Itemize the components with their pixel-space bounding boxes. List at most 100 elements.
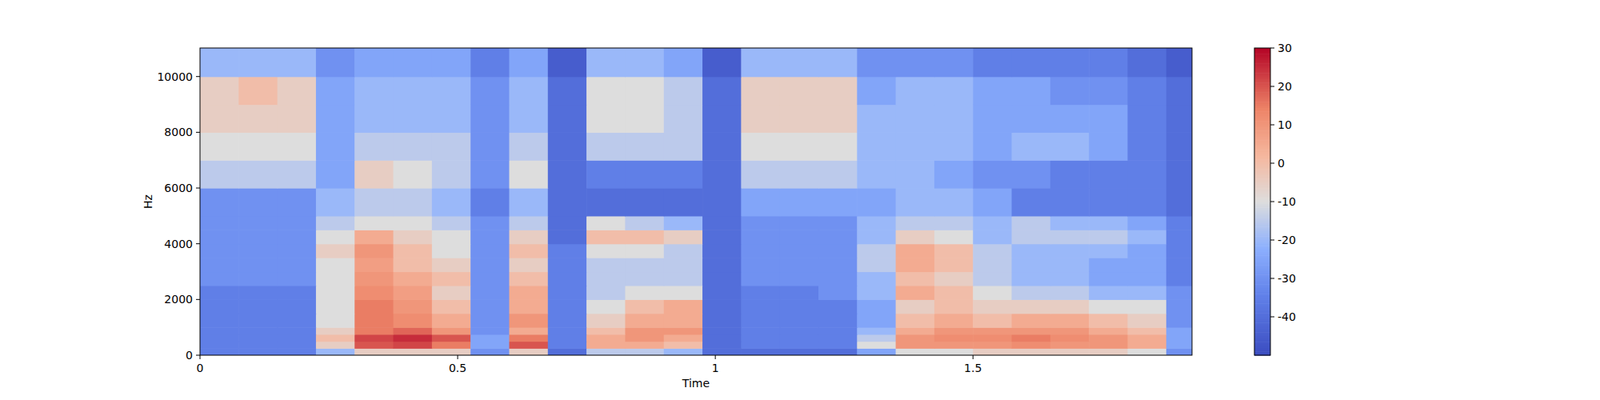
cell xyxy=(586,104,626,133)
colorbar-tick xyxy=(1270,124,1275,126)
cell xyxy=(316,132,356,160)
cell xyxy=(238,104,278,133)
cell xyxy=(780,272,820,287)
cell xyxy=(972,334,1012,342)
cell xyxy=(740,229,780,244)
cell xyxy=(508,327,548,335)
cell xyxy=(508,341,548,349)
cell xyxy=(972,313,1012,328)
cell xyxy=(586,313,626,328)
cell xyxy=(740,313,780,328)
cell xyxy=(1050,327,1090,335)
cell xyxy=(702,348,742,356)
cell xyxy=(354,244,394,259)
cell xyxy=(818,104,858,133)
cell xyxy=(1127,341,1167,349)
cell xyxy=(856,313,896,328)
cell xyxy=(393,348,433,356)
cell xyxy=(664,341,704,349)
cell xyxy=(972,244,1012,259)
cell xyxy=(856,272,896,287)
cell xyxy=(316,188,356,216)
cell xyxy=(354,257,394,272)
cell xyxy=(780,216,820,231)
cell xyxy=(1127,229,1167,244)
cell xyxy=(780,104,820,133)
cell xyxy=(934,76,974,105)
cell xyxy=(354,104,394,133)
cell xyxy=(780,188,820,216)
cell xyxy=(316,244,356,259)
cell xyxy=(432,348,472,356)
cell xyxy=(238,244,278,259)
cell xyxy=(393,76,433,105)
cell xyxy=(1050,299,1090,314)
cell xyxy=(354,272,394,287)
y-tick xyxy=(196,76,200,77)
cell xyxy=(1012,272,1052,287)
cell xyxy=(393,104,433,133)
cell xyxy=(393,160,433,188)
cell xyxy=(972,257,1012,272)
cell xyxy=(354,132,394,160)
cell xyxy=(780,76,820,105)
cell xyxy=(393,188,433,216)
cell xyxy=(200,341,240,349)
cell xyxy=(896,48,936,77)
cell xyxy=(664,132,704,160)
cell xyxy=(238,341,278,349)
cell xyxy=(1050,285,1090,300)
cell xyxy=(1127,104,1167,133)
cell xyxy=(664,334,704,342)
cell xyxy=(1166,313,1192,328)
cell xyxy=(856,216,896,231)
cell xyxy=(934,48,974,77)
cell xyxy=(934,244,974,259)
cell xyxy=(702,104,742,133)
colorbar xyxy=(1254,48,1271,356)
cell xyxy=(277,229,317,244)
cell xyxy=(548,257,588,272)
cell xyxy=(1166,160,1192,188)
cell xyxy=(896,257,936,272)
cell xyxy=(1127,272,1167,287)
cell xyxy=(818,334,858,342)
cell xyxy=(238,216,278,231)
cell xyxy=(277,272,317,287)
cell xyxy=(624,160,664,188)
cell xyxy=(354,341,394,349)
cell xyxy=(818,48,858,77)
cell xyxy=(470,244,510,259)
cell xyxy=(316,257,356,272)
cell xyxy=(470,299,510,314)
cell xyxy=(702,160,742,188)
cell xyxy=(896,313,936,328)
cell xyxy=(972,285,1012,300)
cell xyxy=(393,327,433,335)
cell xyxy=(354,327,394,335)
cell xyxy=(277,334,317,342)
cell xyxy=(1088,334,1128,342)
cell xyxy=(740,76,780,105)
cell xyxy=(200,76,240,105)
cell xyxy=(624,48,664,77)
cell xyxy=(780,229,820,244)
cell xyxy=(896,229,936,244)
cell xyxy=(316,334,356,342)
cell xyxy=(354,348,394,356)
y-axis-title: Hz xyxy=(141,194,155,209)
colorbar-tick xyxy=(1270,201,1275,203)
cell xyxy=(316,299,356,314)
cell xyxy=(316,48,356,77)
cell xyxy=(664,216,704,231)
cell xyxy=(586,272,626,287)
cell xyxy=(508,76,548,105)
cell xyxy=(1166,285,1192,300)
cell xyxy=(548,132,588,160)
colorbar-tick xyxy=(1270,86,1275,88)
cell xyxy=(896,160,936,188)
cell xyxy=(1127,348,1167,356)
cell xyxy=(508,244,548,259)
cell xyxy=(1012,244,1052,259)
cell xyxy=(818,188,858,216)
